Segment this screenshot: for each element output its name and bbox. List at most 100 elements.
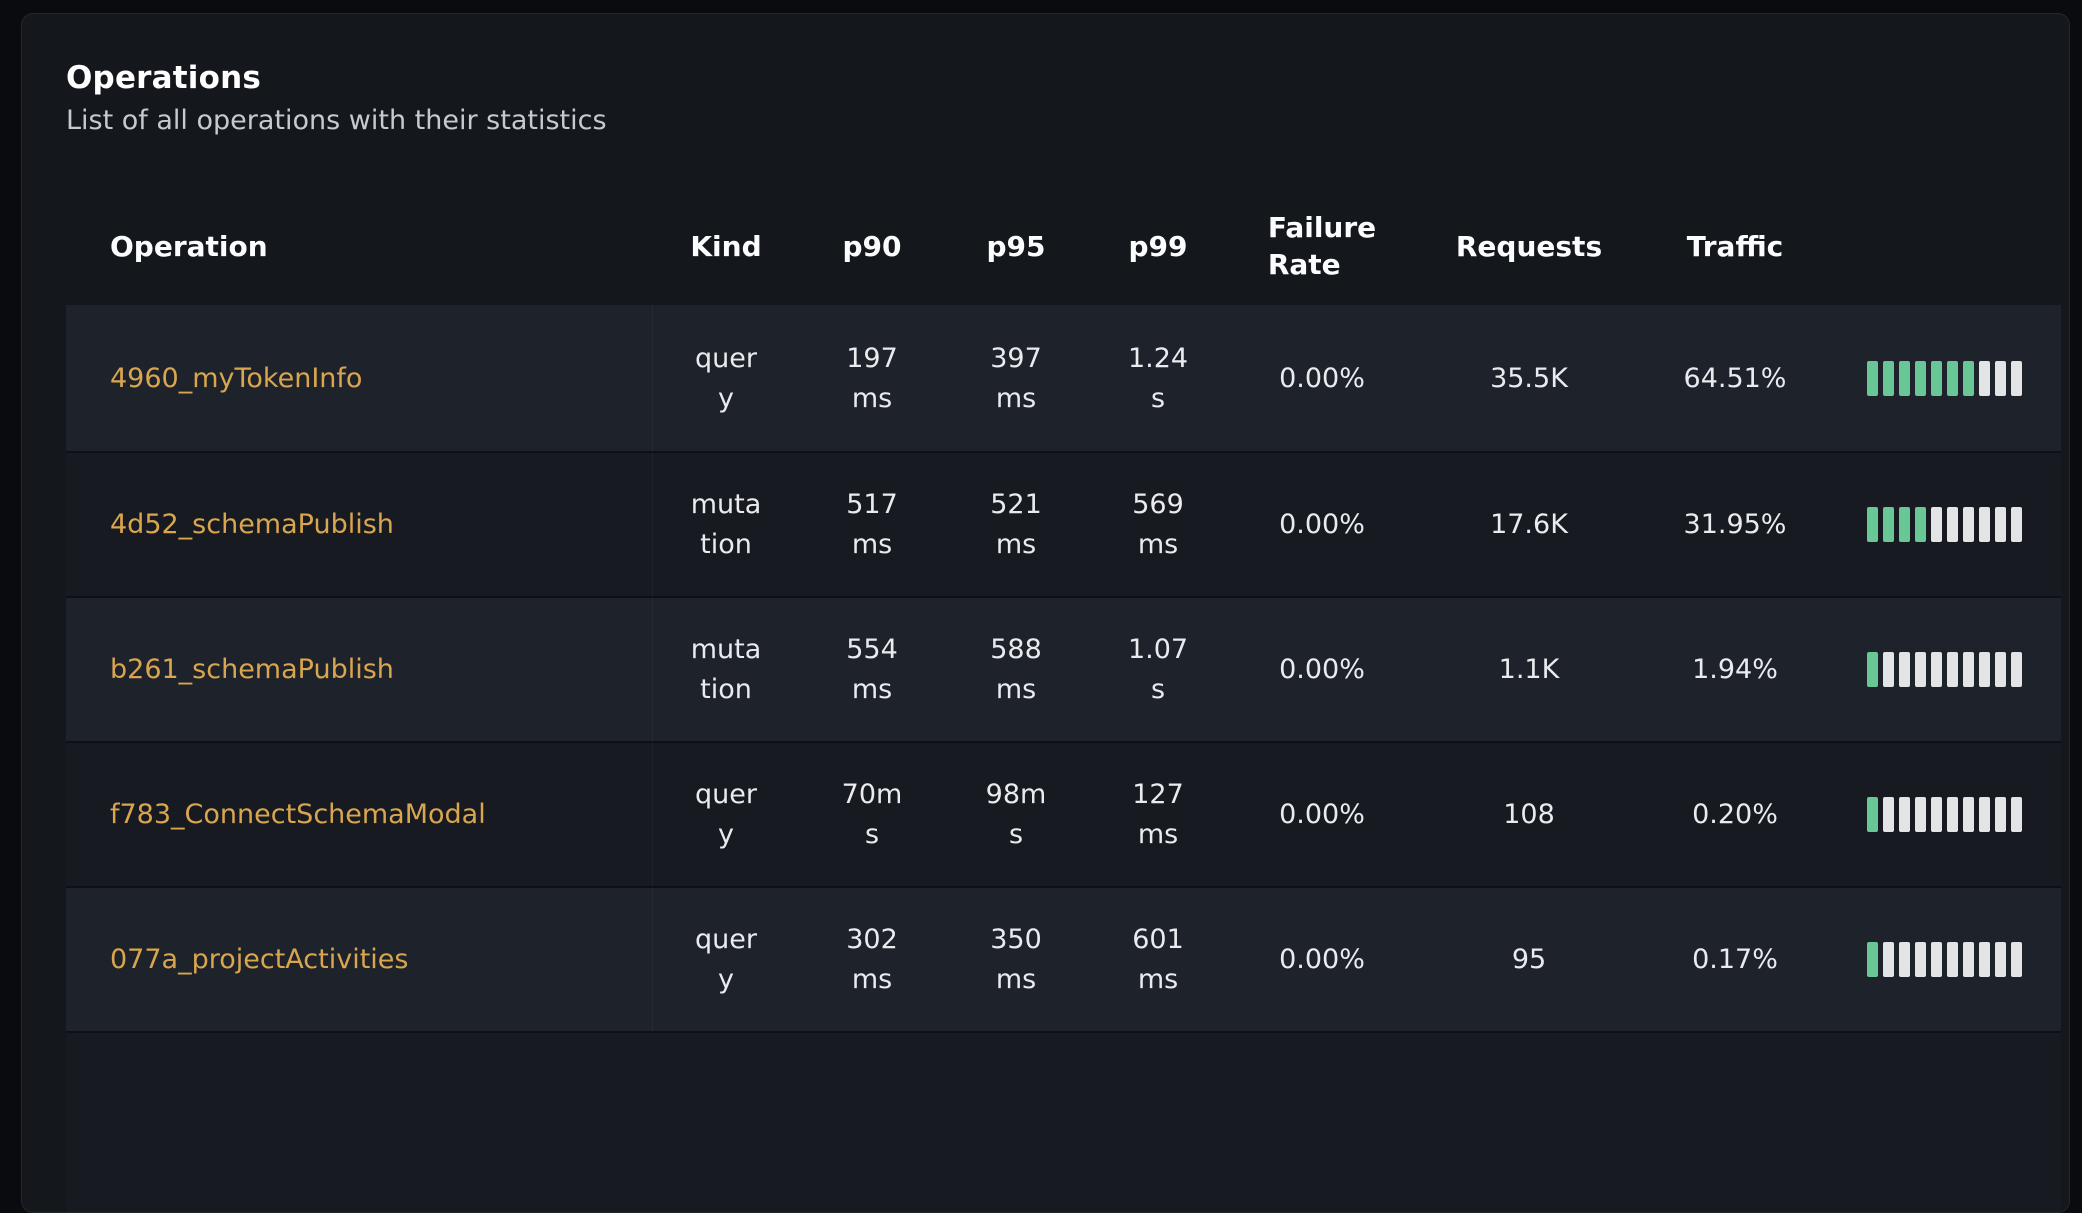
traffic-bar-segment-empty	[1930, 507, 1942, 542]
table-row: b261_schemaPublish mutation 554 ms 588 m…	[66, 596, 2061, 741]
traffic-bar-segment-empty	[2010, 797, 2022, 832]
operation-cell: b261_schemaPublish	[66, 598, 653, 741]
operation-cell: 077a_projectActivities	[66, 888, 653, 1031]
column-header-kind: Kind	[690, 229, 762, 263]
kind-cell: mutation	[690, 633, 762, 705]
traffic-bar-segment-filled	[1914, 507, 1926, 542]
p99-cell: 1.24 s	[1127, 342, 1189, 414]
traffic-bar-segment-empty	[1994, 652, 2006, 687]
traffic-bar-segment-empty	[1930, 652, 1942, 687]
operations-table: Operation Kind p90 p95 p99 Failure Rate …	[66, 187, 2061, 1212]
traffic-bar-segment-empty	[1978, 361, 1990, 396]
failure-rate-cell: 0.00%	[1279, 798, 1365, 830]
traffic-bar-segment-filled	[1930, 361, 1942, 396]
table-body: 4960_myTokenInfo query 197 ms 397 ms 1.2…	[66, 306, 2061, 1031]
traffic-bar-cell	[1827, 652, 2061, 687]
traffic-bar-segment-empty	[1962, 652, 1974, 687]
traffic-bar	[1866, 942, 2022, 977]
operation-link[interactable]: 4960_myTokenInfo	[110, 362, 363, 394]
traffic-bar-segment-filled	[1882, 507, 1894, 542]
table-row: f783_ConnectSchemaModal query 70ms 98ms …	[66, 741, 2061, 886]
operation-link[interactable]: b261_schemaPublish	[110, 653, 394, 685]
traffic-bar-segment-empty	[1930, 942, 1942, 977]
p95-cell: 521 ms	[990, 488, 1042, 560]
table-row: 4960_myTokenInfo query 197 ms 397 ms 1.2…	[66, 306, 2061, 451]
traffic-bar-segment-empty	[1978, 652, 1990, 687]
requests-cell: 95	[1511, 943, 1547, 975]
failure-rate-cell: 0.00%	[1279, 653, 1365, 685]
traffic-bar-segment-empty	[1946, 507, 1958, 542]
traffic-bar-segment-empty	[1994, 797, 2006, 832]
column-header-traffic: Traffic	[1686, 229, 1784, 263]
traffic-bar-segment-filled	[1866, 361, 1878, 396]
operation-cell: f783_ConnectSchemaModal	[66, 743, 653, 886]
p95-cell: 397 ms	[990, 342, 1042, 414]
traffic-bar-segment-empty	[1946, 797, 1958, 832]
requests-cell: 35.5K	[1490, 362, 1568, 394]
traffic-bar-segment-filled	[1946, 361, 1958, 396]
traffic-bar-segment-empty	[2010, 652, 2022, 687]
traffic-bar-segment-filled	[1882, 361, 1894, 396]
traffic-bar-segment-empty	[1962, 942, 1974, 977]
kind-cell: query	[695, 778, 757, 850]
column-header-p90: p90	[842, 229, 902, 263]
operation-link[interactable]: f783_ConnectSchemaModal	[110, 798, 486, 830]
requests-cell: 17.6K	[1490, 508, 1568, 540]
p95-cell: 588 ms	[990, 633, 1042, 705]
traffic-bar-segment-empty	[1962, 797, 1974, 832]
traffic-bar-segment-empty	[1914, 797, 1926, 832]
traffic-bar-segment-empty	[1978, 507, 1990, 542]
p99-cell: 601 ms	[1132, 923, 1184, 995]
traffic-bar-segment-empty	[1946, 652, 1958, 687]
column-header-p99: p99	[1128, 229, 1188, 263]
traffic-bar	[1866, 652, 2022, 687]
operations-panel: Operations List of all operations with t…	[21, 13, 2070, 1213]
column-header-p95: p95	[986, 229, 1046, 263]
traffic-bar-cell	[1827, 507, 2061, 542]
p99-cell: 1.07 s	[1127, 633, 1189, 705]
operation-cell: 4960_myTokenInfo	[66, 306, 653, 451]
traffic-bar-segment-filled	[1866, 652, 1878, 687]
traffic-bar-segment-empty	[1882, 797, 1894, 832]
traffic-bar-segment-filled	[1914, 361, 1926, 396]
traffic-bar-segment-empty	[2010, 507, 2022, 542]
traffic-bar	[1866, 361, 2022, 396]
traffic-bar-cell	[1827, 942, 2061, 977]
p95-cell: 98ms	[985, 778, 1047, 850]
table-header-row: Operation Kind p90 p95 p99 Failure Rate …	[66, 187, 2061, 306]
column-header-requests: Requests	[1455, 229, 1603, 263]
traffic-cell: 1.94%	[1692, 653, 1778, 685]
traffic-bar-segment-empty	[1978, 942, 1990, 977]
failure-rate-cell: 0.00%	[1279, 943, 1365, 975]
failure-rate-cell: 0.00%	[1279, 362, 1365, 394]
traffic-bar-segment-empty	[1994, 942, 2006, 977]
traffic-cell: 31.95%	[1683, 508, 1787, 540]
kind-cell: mutation	[690, 488, 762, 560]
p99-cell: 127 ms	[1132, 778, 1184, 850]
traffic-bar	[1866, 797, 2022, 832]
traffic-bar-segment-empty	[2010, 942, 2022, 977]
requests-cell: 108	[1503, 798, 1555, 830]
traffic-bar-segment-empty	[1978, 797, 1990, 832]
page-subtitle: List of all operations with their statis…	[66, 105, 607, 136]
operation-link[interactable]: 077a_projectActivities	[110, 943, 409, 975]
traffic-bar-segment-empty	[1914, 652, 1926, 687]
traffic-bar-segment-filled	[1866, 507, 1878, 542]
table-row: 077a_projectActivities query 302 ms 350 …	[66, 886, 2061, 1031]
traffic-bar-segment-empty	[1914, 942, 1926, 977]
operation-cell: 4d52_schemaPublish	[66, 453, 653, 596]
traffic-bar-segment-empty	[1994, 361, 2006, 396]
traffic-bar-segment-empty	[1994, 507, 2006, 542]
column-header-operation: Operation	[110, 229, 268, 263]
traffic-bar-segment-empty	[1898, 797, 1910, 832]
p90-cell: 517 ms	[846, 488, 898, 560]
traffic-bar-segment-empty	[1882, 942, 1894, 977]
requests-cell: 1.1K	[1498, 653, 1560, 685]
traffic-bar-segment-empty	[1898, 942, 1910, 977]
p90-cell: 70ms	[841, 778, 903, 850]
operation-link[interactable]: 4d52_schemaPublish	[110, 508, 394, 540]
traffic-cell: 0.17%	[1692, 943, 1778, 975]
column-header-failure-rate: Failure Rate	[1267, 211, 1377, 281]
traffic-bar-segment-empty	[1930, 797, 1942, 832]
traffic-bar-segment-filled	[1866, 942, 1878, 977]
